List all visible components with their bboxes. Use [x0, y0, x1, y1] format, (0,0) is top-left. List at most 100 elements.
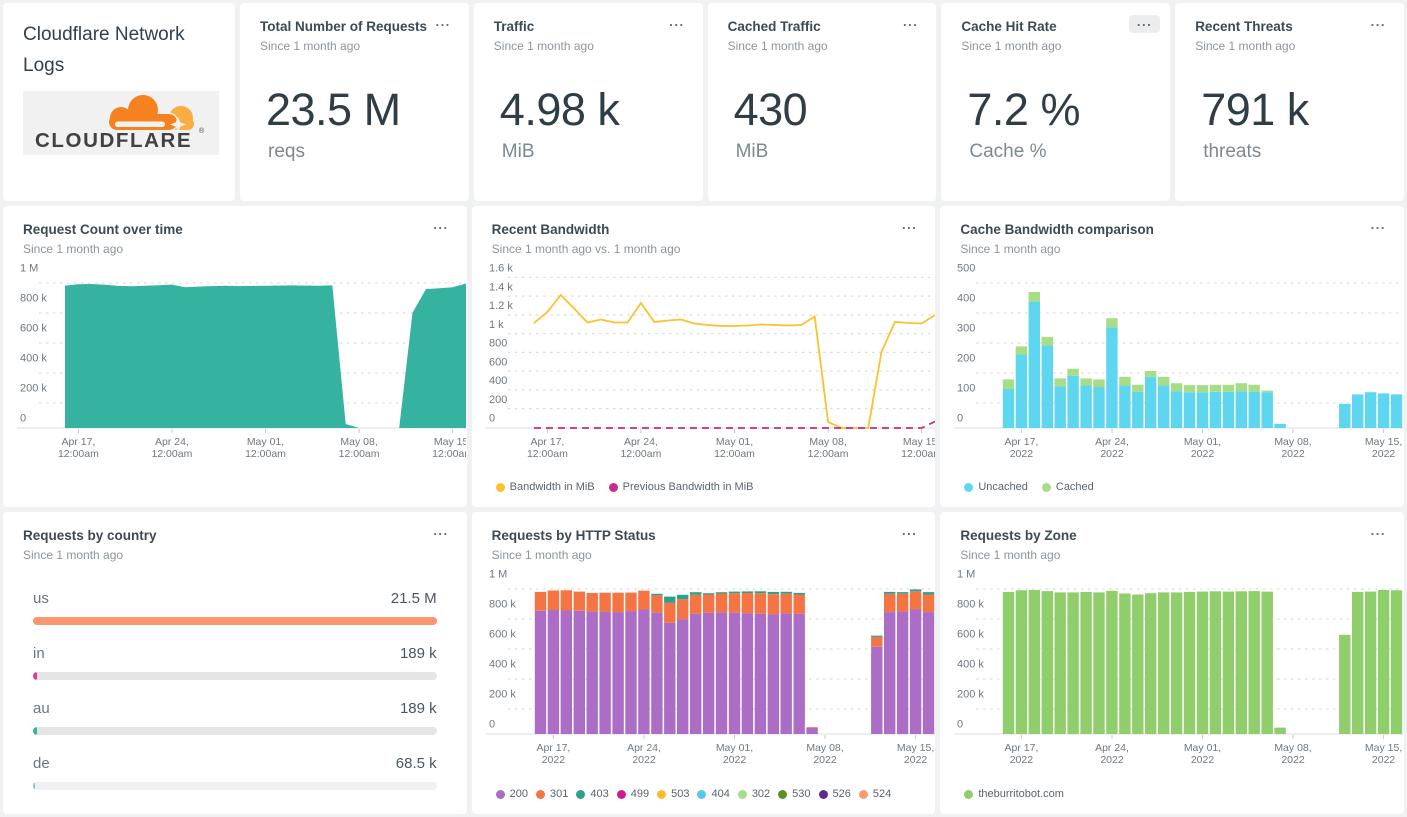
svg-text:1.4 k: 1.4 k [489, 281, 513, 293]
legend-item[interactable]: 200 [495, 788, 528, 800]
legend-item[interactable]: Bandwidth in MiB [495, 481, 595, 493]
legend-label: 526 [832, 788, 851, 800]
country-value: 68.5 k [395, 755, 437, 773]
svg-text:600 k: 600 k [957, 629, 984, 641]
legend-dot [964, 482, 974, 492]
legend-label: Bandwidth in MiB [509, 481, 595, 493]
stat-title: Cache Hit Rate [961, 19, 1057, 34]
svg-text:800 k: 800 k [20, 293, 47, 305]
svg-text:Apr 17,: Apr 17, [530, 436, 564, 448]
card-menu-button[interactable]: ... [901, 523, 918, 538]
legend-item[interactable]: Previous Bandwidth in MiB [608, 481, 754, 493]
card-menu-button[interactable]: ... [1370, 217, 1386, 232]
card-menu-button[interactable]: ... [1370, 523, 1386, 538]
svg-text:12:00am: 12:00am [339, 448, 380, 460]
legend-item[interactable]: theburritobot.com [964, 788, 1064, 800]
chart-row-2: Requests by country Since 1 month ago ..… [3, 512, 1404, 814]
svg-text:1 M: 1 M [489, 569, 507, 581]
header-card: Cloudflare Network Logs [3, 3, 235, 201]
svg-text:200: 200 [957, 353, 975, 365]
stat-unit: MiB [735, 141, 769, 163]
chart-legend: Bandwidth in MiB Previous Bandwidth in Mi… [495, 481, 754, 493]
legend-item[interactable]: 524 [858, 788, 892, 800]
legend-label: theburritobot.com [978, 788, 1064, 800]
legend-item[interactable]: 503 [657, 788, 689, 800]
registered-mark: ® [199, 127, 205, 135]
legend-label: 302 [751, 788, 771, 800]
chart-subtitle: Since 1 month ago [960, 242, 1061, 257]
country-row: de 68.5 k [33, 755, 437, 791]
card-menu-button[interactable]: ... [433, 217, 449, 232]
card-menu-button[interactable]: ... [433, 523, 449, 538]
cache-bandwidth-chart[interactable]: 500 400 300 200 100 0 Apr 17, 2022 Apr 24, 2022 Ma… [952, 260, 1404, 467]
http-status-chart[interactable]: 1 M 800 k 600 k 400 k 200 k 0 Apr 17, 2022 Apr 2… [484, 566, 935, 773]
stat-card-cache-hit-rate: Cache Hit Rate Since 1 month ago ... 7.2… [941, 3, 1171, 201]
country-value: 189 k [399, 645, 437, 663]
legend-dot [495, 482, 505, 492]
svg-text:600: 600 [489, 356, 507, 368]
chart-title: Requests by Zone [960, 528, 1077, 543]
svg-text:May 15,: May 15, [903, 436, 935, 448]
country-bar-fill [33, 782, 35, 791]
svg-text:May 08,: May 08, [1275, 436, 1312, 448]
chart-legend: Uncached Cached [964, 481, 1094, 493]
recent-bandwidth-panel: Recent Bandwidth Since 1 month ago vs. 1… [471, 206, 936, 507]
stat-unit: MiB [501, 141, 535, 163]
legend-item[interactable]: 302 [737, 788, 771, 800]
country-label: de [33, 755, 50, 773]
legend-label: 403 [590, 788, 609, 800]
svg-text:2022: 2022 [813, 754, 837, 766]
legend-label: 524 [872, 788, 892, 800]
requests-by-zone-chart[interactable]: 1 M 800 k 600 k 400 k 200 k 0 Apr 17, 2022 Apr 2… [952, 566, 1404, 773]
svg-text:2022: 2022 [1191, 754, 1215, 766]
card-menu-button[interactable]: ... [669, 14, 685, 29]
cloudflare-logo: CLOUDFLARE ® [23, 91, 219, 155]
country-bar-fill [33, 727, 38, 736]
svg-text:Apr 24,: Apr 24, [627, 742, 661, 754]
legend-item[interactable]: 301 [536, 788, 568, 800]
legend-item[interactable]: 530 [778, 788, 811, 800]
legend-item[interactable]: 499 [616, 788, 649, 800]
svg-text:800: 800 [489, 338, 507, 350]
card-menu-button[interactable]: ... [1128, 15, 1161, 33]
svg-text:2022: 2022 [1372, 448, 1396, 460]
chart-subtitle: Since 1 month ago [23, 548, 124, 563]
legend-dot [737, 789, 747, 799]
svg-text:2022: 2022 [1101, 448, 1125, 460]
legend-dot [576, 789, 586, 799]
svg-text:2022: 2022 [541, 754, 565, 766]
legend-label: 404 [711, 788, 730, 800]
request-count-panel: Request Count over time Since 1 month ag… [3, 206, 467, 507]
svg-text:2022: 2022 [1282, 448, 1306, 460]
svg-text:12:00am: 12:00am [151, 448, 192, 460]
card-menu-button[interactable]: ... [1370, 14, 1386, 29]
chart-row-1: Request Count over time Since 1 month ag… [3, 206, 1404, 507]
legend-item[interactable]: 404 [697, 788, 730, 800]
card-menu-button[interactable]: ... [901, 217, 918, 232]
legend-label: Cached [1055, 481, 1094, 493]
country-bar-list: us 21.5 M in 189 k au 189 k de 68.5 k [3, 562, 467, 791]
country-label: au [33, 700, 50, 718]
card-menu-button[interactable]: ... [903, 14, 919, 29]
svg-text:Apr 17,: Apr 17, [61, 436, 95, 448]
country-value: 21.5 M [390, 590, 437, 608]
svg-text:2022: 2022 [1010, 754, 1034, 766]
stat-row: Cloudflare Network Logs [3, 3, 1404, 201]
legend-item[interactable]: 403 [576, 788, 609, 800]
country-value: 189 k [399, 700, 437, 718]
stat-value: 7.2 % [967, 84, 1080, 136]
svg-text:May 01,: May 01, [715, 436, 752, 448]
legend-item[interactable]: Uncached [964, 481, 1028, 493]
request-count-chart[interactable]: 1 M 800 k 600 k 400 k 200 k 0 Apr 17, 12:00am Ap… [15, 260, 467, 467]
legend-label: Uncached [978, 481, 1028, 493]
card-menu-button[interactable]: ... [435, 14, 451, 29]
country-row: au 189 k [33, 700, 437, 736]
legend-item[interactable]: 526 [818, 788, 851, 800]
stat-unit: Cache % [969, 141, 1047, 163]
legend-dot [536, 789, 546, 799]
svg-text:Apr 17,: Apr 17, [536, 742, 570, 754]
legend-item[interactable]: Cached [1041, 481, 1094, 493]
stat-unit: reqs [268, 141, 305, 163]
